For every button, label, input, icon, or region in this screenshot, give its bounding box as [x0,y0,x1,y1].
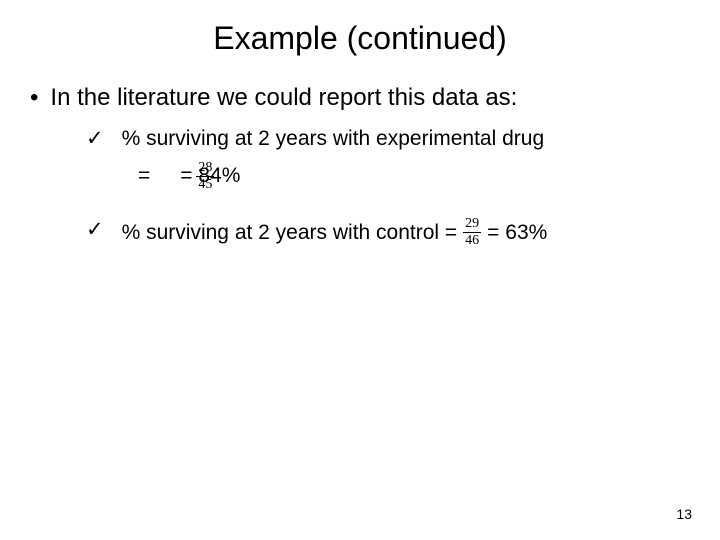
check-icon: ✓ [86,125,104,152]
fraction-1: 28 45 [196,160,214,192]
bullet-main: • In the literature we could report this… [30,82,690,113]
fraction-2-den: 46 [463,233,481,248]
bullet-dot-icon: • [30,82,38,113]
sub-bullet-2: ✓ % surviving at 2 years with control = … [30,216,690,248]
bullet-main-text: In the literature we could report this d… [50,82,517,113]
sub-bullet-2-text-before: % surviving at 2 years with control = [122,219,458,246]
sub-bullet-2-content: % surviving at 2 years with control = 29… [122,216,548,248]
slide-content: • In the literature we could report this… [0,82,720,248]
fraction-2: 29 46 [463,216,481,248]
sub-bullet-2-text-after: = 63% [487,219,547,246]
check-icon: ✓ [86,216,104,243]
sub-bullet-1-line2: = = 84% 28 45 [30,160,690,192]
page-number: 13 [676,506,692,522]
eq-sign-1: = [138,164,150,188]
fraction-2-num: 29 [463,216,481,232]
slide-title: Example (continued) [0,0,720,82]
fraction-1-den: 45 [196,177,214,192]
sub-bullet-1-text: % surviving at 2 years with experimental… [122,125,545,152]
fraction-1-num: 28 [196,160,214,176]
sub-bullet-1: ✓ % surviving at 2 years with experiment… [30,125,690,152]
